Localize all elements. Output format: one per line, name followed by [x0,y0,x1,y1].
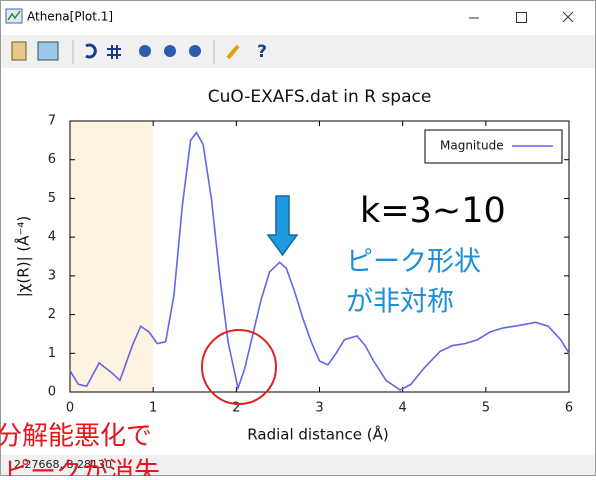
annotation-peak-shape: ピーク形状 [346,247,481,278]
toolbar [1,35,595,68]
tool-zoom-reset[interactable] [189,45,201,57]
data-line [69,131,570,392]
x-tick-label: 3 [315,401,323,416]
highlight-region [70,121,154,392]
tool-zoom-in[interactable] [164,45,176,57]
x-tick-label: 1 [149,401,157,416]
maximize-button[interactable] [516,12,527,23]
tool-clipboard[interactable] [11,41,27,61]
x-tick-label: 2 [232,401,240,416]
x-tick-label: 6 [565,401,573,416]
chart-title: CuO-EXAFS.dat in R space [208,87,432,107]
y-tick-label: 2 [48,307,56,322]
y-tick-label: 0 [48,385,56,400]
tool-settings[interactable] [226,44,240,60]
tool-help[interactable]: ? [257,42,267,62]
tool-zoom-out[interactable] [139,45,151,57]
x-tick-label: 0 [66,401,74,416]
tool-print[interactable] [37,41,59,61]
annotation-circle [201,329,277,405]
annotation-k-range: k=3~10 [360,191,506,231]
status-coordinates: 2.27668, 8.28130 [14,458,112,471]
y-tick-label: 4 [48,230,56,245]
y-tick-label: 5 [48,191,56,206]
annotation-resolution: 分解能悪化で [0,422,152,452]
annotation-peak-lost: ピークが消失 [4,458,160,477]
y-tick-label: 3 [48,268,56,283]
x-tick-label: 4 [399,401,407,416]
y-tick-label: 7 [48,114,56,129]
y-axis-label: |χ(R)| (Å⁻⁴) [14,216,33,298]
status-bar [1,455,595,475]
tool-refresh[interactable] [85,43,97,59]
plot-area: CuO-EXAFS.dat in R space 0 1 2 3 4 5 6 0 1 2 3 4 5 6 7 R… [14,87,574,444]
app-icon-graph [7,10,21,21]
close-button[interactable] [562,11,574,23]
legend-label: Magnitude [440,139,504,153]
x-tick-label: 5 [482,401,490,416]
annotation-asymmetric: が非対称 [346,287,454,318]
y-tick-label: 1 [48,346,56,361]
window-title: Athena[Plot.1] [27,10,113,24]
tool-grid[interactable] [107,45,121,59]
x-axis-label: Radial distance (Å) [247,425,388,444]
y-tick-label: 6 [48,152,56,167]
annotation-arrow [266,195,299,257]
